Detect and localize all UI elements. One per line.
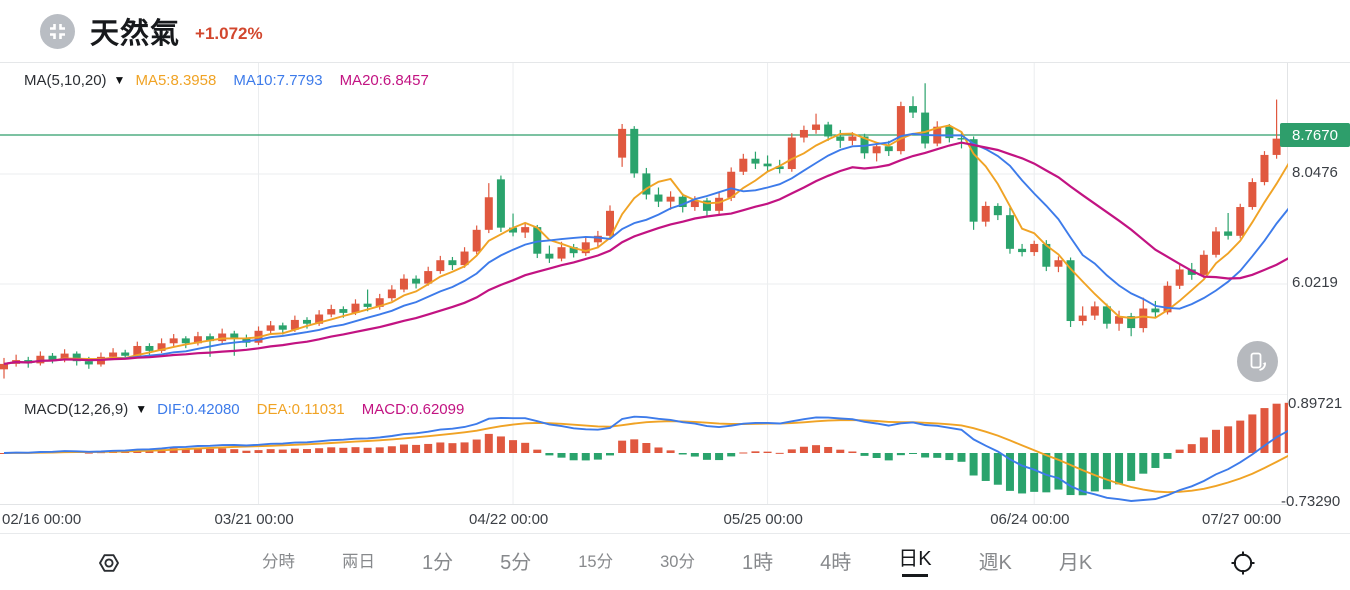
chart-area: MA(5,10,20) ▼ MA5:8.3958 MA10:7.7793 MA20:6.… bbox=[0, 62, 1350, 533]
time-axis-label: 03/21 00:00 bbox=[214, 511, 294, 528]
price-axis-label: 6.0219 bbox=[1292, 274, 1338, 291]
ma-indicator-legend: MA(5,10,20) ▼ MA5:8.3958 MA10:7.7793 MA20:6.… bbox=[24, 68, 446, 92]
chart-canvas[interactable] bbox=[0, 63, 1288, 506]
last-price-badge: 8.7670 bbox=[1280, 123, 1350, 147]
time-axis-label: 05/25 00:00 bbox=[723, 511, 803, 528]
time-axis: 02/16 00:00 03/21 00:00 04/22 00:00 05/25 0… bbox=[0, 507, 1288, 534]
interval-tab-15分[interactable]: 15分 bbox=[578, 553, 614, 572]
interval-tab-1時[interactable]: 1時 bbox=[741, 551, 774, 574]
ma-legend-value-MA5: MA5:8.3958 bbox=[135, 71, 217, 89]
rotate-screen-button[interactable] bbox=[1237, 341, 1278, 382]
interval-tabs: 分時 兩日 1分 5分 15分 30分 1時 4時 日K 週K 月K bbox=[262, 534, 1092, 590]
time-axis-label: 07/27 00:00 bbox=[1202, 511, 1282, 528]
interval-tab-分時[interactable]: 分時 bbox=[262, 553, 295, 572]
price-axis-label: 8.0476 bbox=[1292, 164, 1338, 182]
interval-tab-30分[interactable]: 30分 bbox=[660, 553, 695, 572]
rotate-device-icon bbox=[1250, 352, 1266, 371]
macd-legend-value-MACD: MACD:0.62099 bbox=[361, 400, 465, 418]
header: 天然氣 +1.072% bbox=[0, 0, 1350, 62]
macd-legend-value-DIF: DIF:0.42080 bbox=[157, 400, 240, 418]
chevron-down-icon[interactable]: ▼ bbox=[113, 73, 126, 87]
crosshair-corners-icon bbox=[50, 23, 65, 39]
interval-toolbar: 分時 兩日 1分 5分 15分 30分 1時 4時 日K 週K 月K bbox=[0, 533, 1350, 590]
time-axis-label: 04/22 00:00 bbox=[469, 511, 549, 528]
interval-tab-5分[interactable]: 5分 bbox=[500, 551, 532, 574]
ma-legend-value-MA20: MA20:6.8457 bbox=[339, 71, 429, 89]
crosshair-mode-button[interactable] bbox=[1224, 534, 1262, 590]
target-icon bbox=[1231, 551, 1255, 574]
chart-settings-button[interactable] bbox=[90, 534, 128, 590]
time-axis-label: 06/24 00:00 bbox=[990, 511, 1070, 528]
symbol-avatar[interactable] bbox=[40, 13, 75, 49]
macd-legend-value-DEA: DEA:0.11031 bbox=[256, 400, 345, 418]
ma-legend-label: MA(5,10,20) bbox=[24, 71, 107, 89]
interval-tab-1分[interactable]: 1分 bbox=[422, 551, 454, 574]
interval-tab-月K[interactable]: 月K bbox=[1058, 551, 1093, 574]
macd-legend-label: MACD(12,26,9) bbox=[24, 400, 129, 418]
macd-indicator-legend: MACD(12,26,9) ▼ DIF:0.42080 DEA:0.11031 MACD… bbox=[24, 397, 481, 421]
interval-tab-4時[interactable]: 4時 bbox=[820, 551, 852, 574]
interval-tab-週K[interactable]: 週K bbox=[978, 551, 1012, 574]
macd-axis-label: -0.73290 bbox=[1281, 493, 1341, 510]
interval-tab-兩日[interactable]: 兩日 bbox=[342, 553, 375, 572]
settings-hex-icon bbox=[99, 553, 119, 572]
chevron-down-icon[interactable]: ▼ bbox=[135, 402, 148, 416]
interval-tab-日K[interactable]: 日K bbox=[898, 548, 931, 577]
macd-axis-label: 0.89721 bbox=[1288, 395, 1343, 412]
price-change-percent: +1.072% bbox=[195, 24, 263, 43]
time-axis-label: 02/16 00:00 bbox=[2, 511, 82, 528]
ma-legend-value-MA10: MA10:7.7793 bbox=[233, 71, 323, 89]
page-title: 天然氣 bbox=[90, 18, 181, 50]
